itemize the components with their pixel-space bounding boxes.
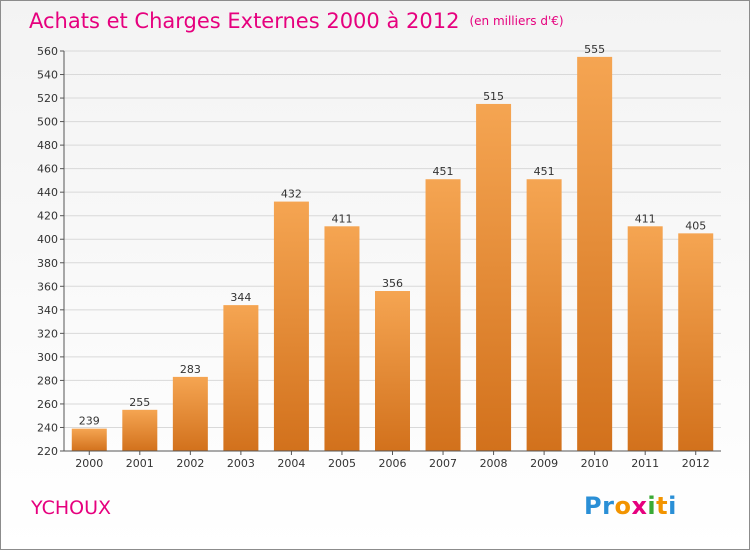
y-tick-label: 520 [37, 92, 58, 105]
bar [678, 233, 714, 451]
bar-value-label: 555 [584, 43, 605, 56]
logo-letter: i [668, 492, 677, 520]
x-tick-label: 2001 [126, 457, 154, 470]
x-tick-label: 2006 [379, 457, 407, 470]
y-tick-label: 500 [37, 116, 58, 129]
commune-name: YCHOUX [31, 497, 111, 519]
bar-value-label: 239 [79, 415, 100, 428]
bar-value-label: 344 [230, 291, 251, 304]
logo-letter: x [631, 492, 648, 520]
bar [375, 291, 410, 451]
chart-title: Achats et Charges Externes 2000 à 2012 (e… [29, 9, 564, 33]
bar [172, 376, 208, 451]
y-tick-label: 540 [37, 69, 58, 82]
proxiti-logo[interactable]: Proxiti [584, 492, 677, 520]
x-tick-label: 2009 [530, 457, 558, 470]
x-tick-label: 2003 [227, 457, 255, 470]
y-tick-label: 440 [37, 186, 58, 199]
bar [324, 226, 360, 451]
y-tick-label: 220 [37, 445, 58, 458]
x-tick-label: 2005 [328, 457, 356, 470]
y-axis: 220 240 260 280 300 320 340 360 380 400 420 440 460 4… [37, 45, 65, 458]
logo-letter: i [647, 492, 657, 520]
bar [577, 56, 613, 451]
bar [122, 409, 158, 451]
x-tick-label: 2010 [581, 457, 609, 470]
bar-value-label: 432 [281, 188, 302, 201]
x-tick-label: 2011 [631, 457, 659, 470]
bar-value-label: 411 [331, 212, 352, 225]
bar [71, 428, 107, 451]
bar [627, 226, 663, 451]
x-tick-label: 2008 [480, 457, 508, 470]
bar [273, 201, 309, 451]
bar-value-label: 405 [685, 219, 706, 232]
logo-letter: t [656, 492, 669, 520]
y-tick-label: 420 [37, 210, 58, 223]
x-tick-label: 2000 [75, 457, 103, 470]
title-text: Achats et Charges Externes 2000 à 2012 [29, 9, 460, 33]
y-tick-label: 320 [37, 327, 58, 340]
bar-value-label: 255 [129, 396, 150, 409]
y-tick-label: 260 [37, 398, 58, 411]
bar [425, 179, 461, 451]
y-tick-label: 400 [37, 233, 58, 246]
logo-letter: r [602, 492, 615, 520]
bars [71, 56, 714, 452]
x-tick-label: 2012 [682, 457, 710, 470]
x-tick-label: 2004 [277, 457, 305, 470]
logo-letter: P [584, 492, 603, 520]
title-unit: (en milliers d'€) [469, 14, 564, 28]
bar [223, 305, 259, 451]
y-tick-label: 380 [37, 257, 58, 270]
bar-value-label: 411 [635, 212, 656, 225]
bar-value-label: 451 [534, 165, 555, 178]
bar-value-label: 515 [483, 90, 504, 103]
y-tick-label: 560 [37, 45, 58, 58]
bar [476, 103, 512, 452]
bar [526, 179, 562, 451]
y-tick-label: 300 [37, 351, 58, 364]
bar-value-label: 283 [180, 363, 201, 376]
bar-value-label: 451 [433, 165, 454, 178]
bar-value-label: 356 [382, 277, 403, 290]
y-tick-label: 280 [37, 374, 58, 387]
y-tick-label: 240 [37, 421, 58, 434]
y-tick-label: 360 [37, 280, 58, 293]
x-axis: 2000 2001 2002 2003 2004 2005 2006 2007 2008 2009… [64, 450, 721, 470]
y-tick-label: 340 [37, 304, 58, 317]
x-tick-label: 2002 [176, 457, 204, 470]
logo-letter: o [614, 492, 632, 520]
y-tick-label: 480 [37, 139, 58, 152]
data-labels: 239 255 283 344 432 411 356 451 515 451 555 411 405 [79, 43, 706, 428]
y-tick-label: 460 [37, 163, 58, 176]
x-tick-label: 2007 [429, 457, 457, 470]
